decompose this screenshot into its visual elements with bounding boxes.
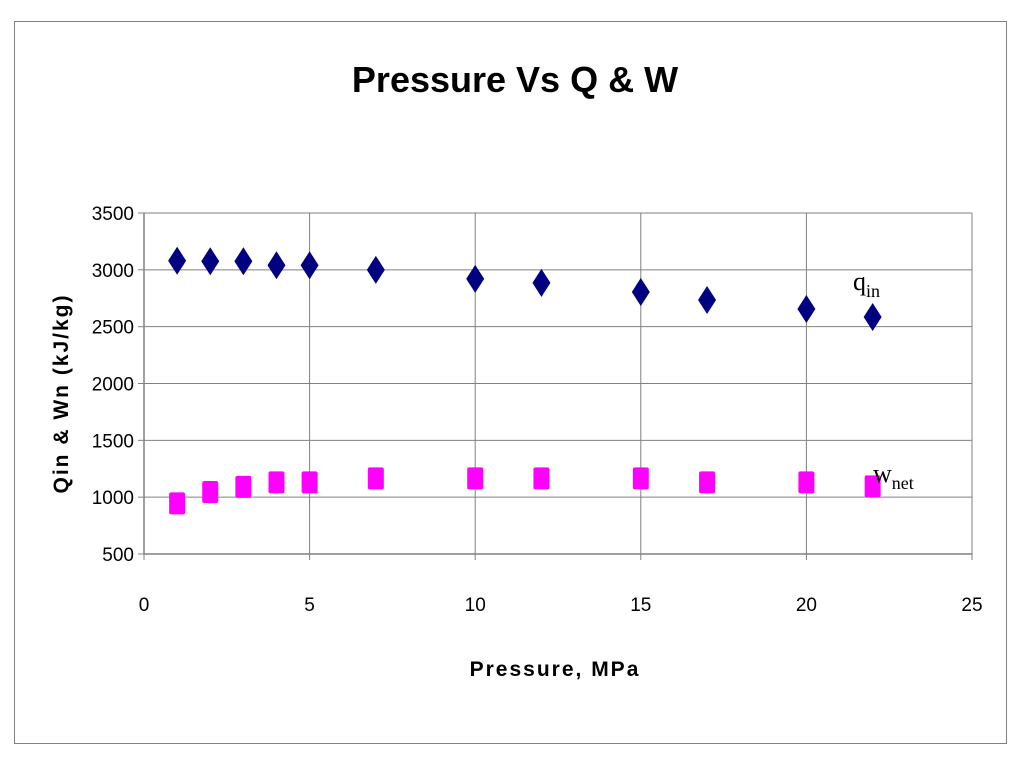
axes: [138, 212, 973, 560]
point-wnet-2: [235, 475, 252, 498]
point-wnet-1: [202, 481, 219, 504]
point-wnet-7: [533, 467, 550, 490]
point-qin-4: [300, 251, 319, 280]
y-tick-labels: 500 1000 1500 2000 2500 3000 3500: [92, 204, 134, 566]
y-tick-label-3: 2000: [92, 375, 134, 396]
gridlines: [144, 212, 973, 554]
x-tick-label-1: 5: [304, 595, 315, 616]
y-tick-label-4: 2500: [92, 318, 134, 339]
point-qin-9: [698, 285, 717, 314]
x-axis-label: Pressure, MPa: [470, 658, 641, 681]
x-tick-labels: 0 5 10 15 20 25: [139, 595, 983, 616]
point-wnet-8: [632, 467, 649, 490]
point-qin-2: [234, 247, 253, 276]
y-tick-label-5: 3000: [92, 261, 134, 282]
series-label-qin-main: q: [853, 267, 866, 296]
x-tick-label-3: 15: [630, 595, 651, 616]
series-label-wnet: wnet: [873, 459, 914, 493]
series-label-qin-sub: in: [866, 281, 880, 301]
y-tick-label-6: 3500: [92, 204, 134, 225]
series-label-qin: qin: [853, 267, 880, 301]
y-tick-label-0: 500: [102, 545, 134, 566]
x-tick-label-2: 10: [465, 595, 486, 616]
point-qin-1: [201, 247, 220, 276]
series-label-wnet-sub: net: [892, 473, 914, 493]
chart-frame: [14, 21, 1007, 744]
point-qin-6: [466, 264, 485, 293]
point-wnet-5: [367, 467, 384, 490]
point-wnet-10: [798, 471, 815, 494]
x-tick-label-5: 25: [961, 595, 982, 616]
point-qin-10: [797, 295, 816, 324]
point-qin-5: [366, 255, 385, 284]
x-tick-label-4: 20: [796, 595, 817, 616]
y-axis-label: Qin & Wn (kJ/kg): [50, 294, 73, 494]
y-tick-label-1: 1000: [92, 488, 134, 509]
point-wnet-3: [268, 471, 285, 494]
point-qin-3: [267, 251, 286, 280]
point-qin-7: [532, 268, 551, 297]
point-qin-0: [168, 246, 187, 275]
point-qin-11: [863, 303, 882, 332]
data-points: [168, 246, 882, 515]
y-tick-label-2: 1500: [92, 431, 134, 452]
series-label-wnet-main: w: [873, 459, 892, 488]
point-wnet-9: [699, 471, 716, 494]
x-tick-label-0: 0: [139, 595, 150, 616]
point-qin-8: [631, 277, 650, 306]
point-wnet-4: [301, 471, 318, 494]
point-wnet-0: [169, 492, 186, 515]
point-wnet-11: [864, 475, 881, 498]
point-wnet-6: [467, 467, 484, 490]
chart-title: Pressure Vs Q & W: [352, 59, 678, 100]
